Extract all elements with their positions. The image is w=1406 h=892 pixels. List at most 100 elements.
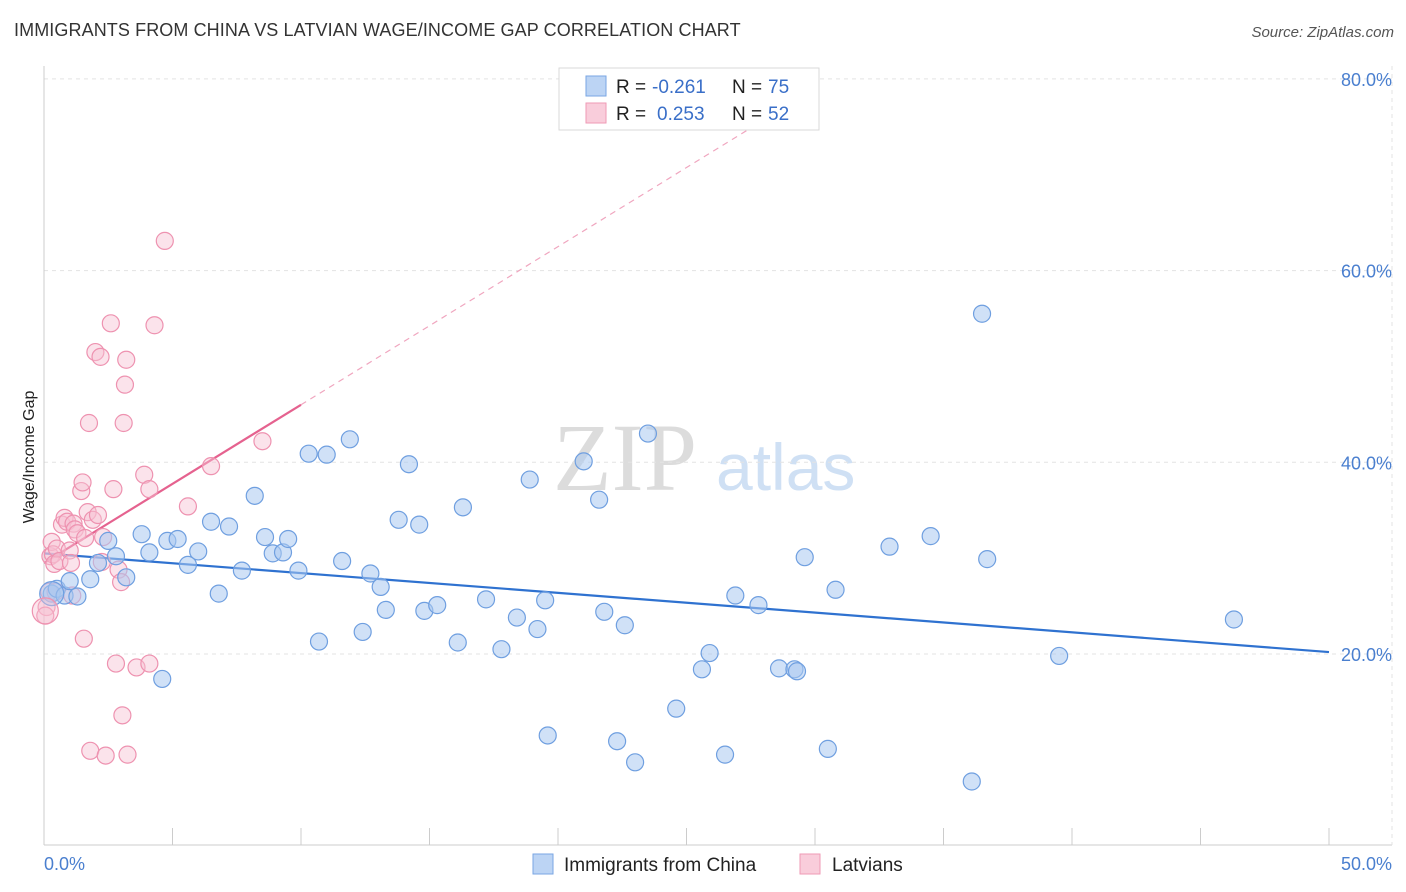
point-china	[255, 527, 275, 547]
point-latvians	[114, 413, 133, 433]
point-china	[726, 586, 745, 605]
point-china	[189, 542, 208, 561]
legend-swatch-china	[585, 75, 607, 97]
point-china	[289, 561, 308, 580]
trend-extension-latvians	[300, 87, 816, 406]
legend-r-value-china: -0.261	[652, 77, 706, 98]
legend-n-value-latvians: 52	[768, 104, 789, 125]
watermark-zip: ZIP	[553, 404, 697, 511]
point-china	[60, 572, 79, 591]
point-latvians	[135, 465, 154, 484]
point-latvians	[74, 629, 93, 648]
point-china	[309, 632, 329, 651]
point-china	[880, 537, 899, 556]
point-china	[538, 726, 557, 745]
point-china	[219, 517, 239, 536]
point-china	[389, 510, 408, 529]
point-china	[453, 498, 473, 517]
bottom-legend-swatch-china	[532, 853, 554, 875]
point-china	[492, 640, 511, 659]
point-china	[81, 570, 100, 589]
point-china	[371, 577, 390, 597]
point-china	[88, 553, 108, 573]
point-china	[1224, 610, 1244, 629]
point-china	[232, 561, 251, 580]
point-china	[692, 660, 712, 679]
point-latvians	[145, 316, 164, 335]
point-china	[520, 470, 539, 489]
point-latvians	[81, 741, 100, 760]
point-china	[106, 547, 126, 566]
point-china	[299, 444, 318, 463]
y-tick-label: 40.0%	[1341, 453, 1392, 473]
point-china	[667, 699, 686, 718]
point-china	[410, 515, 429, 534]
point-latvians	[31, 597, 59, 625]
x-tick-label-max: 50.0%	[1341, 854, 1392, 874]
point-china	[39, 581, 65, 607]
point-china	[921, 527, 940, 546]
point-latvians	[73, 473, 92, 492]
point-latvians	[101, 314, 120, 333]
data-points	[31, 231, 1244, 791]
point-china	[608, 732, 627, 751]
legend-box: R = -0.261 N = 75 R = 0.253 N = 52	[558, 67, 820, 131]
point-china	[353, 622, 372, 642]
point-china	[574, 452, 593, 471]
y-tick-labels: 20.0% 40.0% 60.0% 80.0%	[1341, 70, 1392, 665]
point-latvians	[61, 553, 81, 573]
point-latvians	[79, 413, 99, 433]
point-latvians	[140, 480, 159, 499]
point-latvians	[76, 528, 95, 548]
point-china	[333, 551, 352, 571]
point-china	[132, 525, 151, 544]
point-china	[245, 486, 264, 505]
point-latvians	[178, 497, 198, 516]
point-china	[638, 424, 658, 443]
point-latvians	[118, 745, 137, 764]
watermark-atlas: atlas	[716, 430, 855, 504]
point-latvians	[96, 746, 115, 765]
point-china	[749, 596, 768, 615]
point-china	[340, 430, 359, 449]
point-china	[978, 550, 997, 569]
point-china	[279, 529, 298, 549]
point-china	[536, 591, 555, 610]
point-china	[399, 455, 419, 474]
point-china	[209, 584, 228, 603]
trend-line-china	[43, 552, 1330, 654]
x-tick-label-min: 0.0%	[44, 854, 85, 874]
y-tick-label: 60.0%	[1341, 262, 1392, 282]
point-latvians	[253, 432, 272, 451]
point-china	[140, 543, 159, 562]
point-china	[99, 531, 118, 550]
point-china	[153, 669, 172, 689]
point-china	[428, 596, 447, 615]
y-axis-label: Wage/Income Gap	[21, 391, 38, 524]
point-latvians	[88, 505, 108, 525]
bottom-legend: Immigrants from China Latvians	[532, 853, 903, 876]
point-latvians	[91, 347, 110, 366]
point-china	[117, 568, 136, 587]
y-tick-label: 20.0%	[1341, 645, 1392, 665]
point-latvians	[64, 514, 83, 533]
point-latvians	[106, 654, 126, 673]
legend-n-label-latvians: N =	[732, 104, 762, 125]
point-china	[317, 445, 336, 464]
point-china	[818, 739, 837, 758]
legend-r-value-latvians: 0.253	[657, 104, 705, 125]
point-latvians	[58, 512, 77, 531]
point-china	[376, 600, 395, 620]
point-china	[590, 490, 609, 509]
legend-r-label-china: R =	[616, 77, 646, 98]
chart-source: Source: ZipAtlas.com	[1251, 24, 1394, 41]
point-china	[769, 659, 789, 678]
legend-r-label-latvians: R =	[616, 104, 646, 125]
point-latvians	[201, 457, 221, 476]
point-china	[68, 587, 87, 606]
point-china	[595, 602, 614, 621]
point-china	[448, 633, 467, 652]
point-china	[787, 662, 807, 681]
point-latvians	[115, 375, 135, 394]
